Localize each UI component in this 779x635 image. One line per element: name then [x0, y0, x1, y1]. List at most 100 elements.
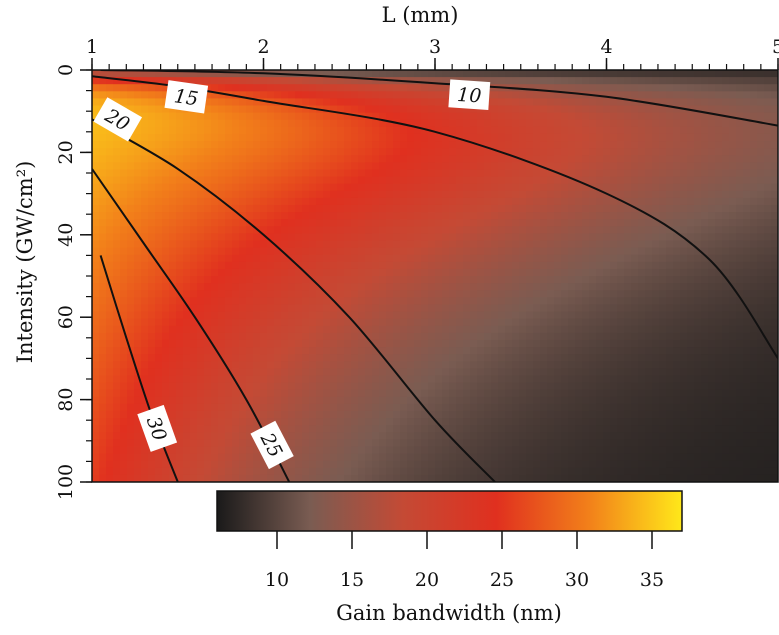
heatmap-cell [568, 190, 576, 199]
heatmap-cell [589, 126, 597, 135]
heatmap-cell [386, 332, 394, 341]
heatmap-cell [659, 254, 667, 263]
heatmap-cell [463, 439, 471, 448]
heatmap-cell [687, 155, 695, 163]
heatmap-cell [463, 261, 471, 270]
heatmap-cell [561, 439, 569, 448]
heatmap-cell [484, 276, 492, 284]
heatmap-cell [106, 247, 114, 256]
heatmap-cell [554, 204, 562, 213]
heatmap-cell [253, 347, 261, 355]
heatmap-cell [568, 247, 576, 256]
heatmap-cell [183, 162, 191, 171]
heatmap-cell [470, 290, 478, 298]
heatmap-cell [169, 233, 177, 242]
heatmap-cell [407, 325, 415, 334]
heatmap-cell [393, 268, 401, 277]
heatmap-cell [603, 261, 611, 270]
heatmap-cell [344, 190, 352, 199]
heatmap-cell [99, 304, 107, 313]
heatmap-cell [442, 410, 450, 419]
heatmap-cell [169, 361, 177, 369]
heatmap-cell [197, 382, 205, 391]
heatmap-cell [456, 141, 464, 149]
heatmap-cell [120, 453, 128, 462]
heatmap-cell [400, 155, 408, 163]
heatmap-cell [673, 297, 681, 306]
heatmap-cell [519, 453, 527, 462]
heatmap-cell [393, 183, 401, 192]
heatmap-cell [442, 105, 450, 114]
heatmap-cell [582, 77, 590, 85]
heatmap-cell [624, 190, 632, 199]
heatmap-cell [400, 432, 408, 440]
heatmap-cell [176, 283, 184, 291]
heatmap-cell [575, 446, 583, 455]
heatmap-cell [330, 204, 338, 213]
heatmap-cell [554, 268, 562, 277]
heatmap-cell [204, 347, 212, 355]
heatmap-cell [603, 467, 611, 476]
heatmap-cell [603, 410, 611, 419]
heatmap-cell [610, 268, 618, 277]
heatmap-cell [232, 276, 240, 284]
heatmap-cell [652, 474, 660, 482]
heatmap-cell [190, 155, 198, 163]
heatmap-cell [106, 467, 114, 476]
heatmap-cell [316, 396, 324, 405]
heatmap-cell [582, 425, 590, 433]
heatmap-cell [400, 325, 408, 334]
heatmap-cell [484, 226, 492, 234]
heatmap-cell [113, 247, 121, 256]
heatmap-cell [386, 268, 394, 277]
heatmap-cell [575, 467, 583, 476]
heatmap-cell [92, 233, 100, 242]
heatmap-cell [204, 233, 212, 242]
heatmap-cell [239, 176, 247, 185]
heatmap-cell [225, 119, 233, 128]
heatmap-cell [603, 84, 611, 92]
heatmap-cell [127, 98, 135, 107]
heatmap-cell [281, 339, 289, 348]
heatmap-cell [106, 261, 114, 270]
heatmap-cell [155, 354, 163, 362]
heatmap-cell [267, 247, 275, 256]
heatmap-cell [428, 204, 436, 213]
heatmap-cell [372, 432, 380, 440]
heatmap-cell [533, 233, 541, 242]
heatmap-cell [162, 304, 170, 313]
heatmap-cell [225, 77, 233, 85]
heatmap-cell [596, 453, 604, 462]
heatmap-cell [491, 70, 499, 78]
heatmap-cell [428, 446, 436, 455]
heatmap-cell [554, 311, 562, 320]
heatmap-cell [666, 389, 674, 398]
heatmap-cell [330, 155, 338, 163]
heatmap-cell [435, 347, 443, 355]
heatmap-cell [449, 190, 457, 199]
heatmap-cell [589, 283, 597, 291]
heatmap-cell [547, 432, 555, 440]
heatmap-cell [624, 389, 632, 398]
heatmap-cell [169, 354, 177, 362]
heatmap-cell [148, 261, 156, 270]
heatmap-cell [295, 162, 303, 171]
heatmap-cell [358, 354, 366, 362]
heatmap-cell [498, 375, 506, 384]
heatmap-cell [414, 212, 422, 220]
heatmap-cell [316, 233, 324, 242]
heatmap-cell [281, 474, 289, 482]
heatmap-cell [463, 311, 471, 320]
heatmap-cell [652, 247, 660, 256]
heatmap-cell [680, 254, 688, 263]
heatmap-cell [498, 98, 506, 107]
heatmap-cell [533, 112, 541, 121]
heatmap-cell [141, 190, 149, 199]
heatmap-cell [659, 325, 667, 334]
heatmap-cell [295, 183, 303, 192]
heatmap-cell [491, 133, 499, 142]
heatmap-cell [393, 467, 401, 476]
heatmap-cell [596, 297, 604, 306]
heatmap-cell [547, 155, 555, 163]
heatmap-cell [421, 197, 429, 206]
